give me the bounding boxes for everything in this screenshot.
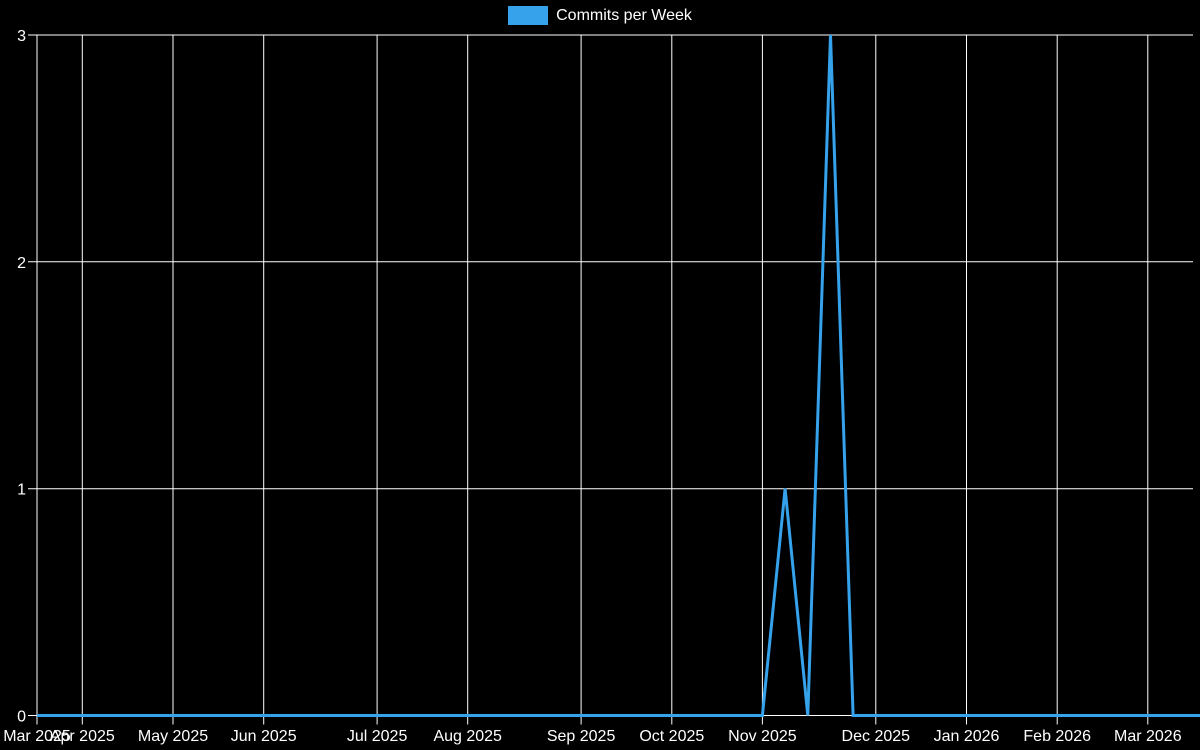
data-line-commits-per-week [37, 34, 1200, 717]
x-tick-label: May 2025 [138, 728, 208, 745]
y-tick-label: 1 [17, 482, 26, 499]
y-tick-label: 0 [17, 709, 26, 726]
legend-label: Commits per Week [556, 7, 692, 24]
x-tick-label: Jan 2026 [934, 728, 1000, 745]
x-tick-label: Jun 2025 [231, 728, 297, 745]
x-tick-label: Jul 2025 [347, 728, 408, 745]
x-tick-label: Apr 2025 [50, 728, 115, 745]
x-tick-label: Nov 2025 [728, 728, 797, 745]
x-tick-label: Mar 2025 [3, 728, 71, 745]
x-tick-label: Mar 2026 [1114, 728, 1182, 745]
x-tick-label: Sep 2025 [547, 728, 616, 745]
x-tick-label: Dec 2025 [842, 728, 911, 745]
y-tick-label: 2 [17, 255, 26, 272]
x-tick-label: Aug 2025 [433, 728, 502, 745]
x-tick-label: Feb 2026 [1023, 728, 1091, 745]
legend[interactable]: Commits per Week [0, 6, 1200, 25]
legend-swatch [508, 6, 549, 25]
x-tick-label: Oct 2025 [639, 728, 704, 745]
y-tick-label: 3 [17, 28, 26, 45]
